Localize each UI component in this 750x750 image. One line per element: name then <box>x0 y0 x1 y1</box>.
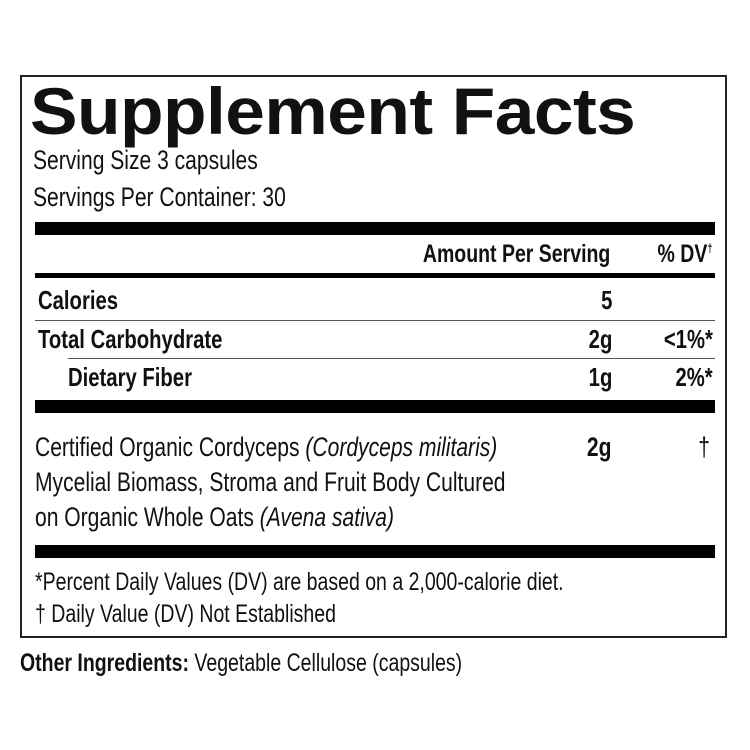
row-fiber-name: Dietary Fiber <box>68 362 192 392</box>
ingredient-line-3: on Organic Whole Oats (Avena sativa) <box>35 504 394 531</box>
thin-divider <box>35 320 715 321</box>
thick-divider <box>35 400 715 413</box>
thin-divider <box>68 358 715 359</box>
ingredient-amount: 2g <box>587 432 612 462</box>
other-ingredients-label: Other Ingredients: <box>20 649 190 677</box>
row-carb-name: Total Carbohydrate <box>38 324 223 354</box>
thick-divider <box>35 222 715 235</box>
other-ingredients-value: Vegetable Cellulose (capsules) <box>189 649 463 677</box>
ingredient-line-2: Mycelial Biomass, Stroma and Fruit Body … <box>35 467 506 497</box>
servings-per-container: Servings Per Container: 30 <box>33 182 286 212</box>
dv-header-text: % DV <box>657 240 708 268</box>
substrate-latin-name: (Avena sativa) <box>259 502 394 532</box>
row-calories-amount: 5 <box>600 285 612 315</box>
footnote-dagger: † Daily Value (DV) Not Established <box>35 600 336 628</box>
ingredient-dv: † <box>698 432 710 462</box>
row-calories-name: Calories <box>38 285 119 315</box>
other-ingredients: Other Ingredients: Vegetable Cellulose (… <box>20 651 462 676</box>
serving-size: Serving Size 3 capsules <box>33 145 258 175</box>
row-carb-dv: <1%* <box>663 324 713 354</box>
ingredient-latin-name: (Cordyceps militaris) <box>305 432 498 462</box>
row-fiber-dv: 2%* <box>675 362 713 392</box>
thick-divider <box>35 545 715 558</box>
footnote-dv: *Percent Daily Values (DV) are based on … <box>35 568 564 596</box>
row-carb-amount: 2g <box>588 324 612 354</box>
dagger-mark: † <box>707 241 713 256</box>
ingredient-line-1: Certified Organic Cordyceps (Cordyceps m… <box>35 434 497 461</box>
row-fiber-amount: 1g <box>588 362 612 392</box>
panel-title: Supplement Facts <box>30 74 636 148</box>
dv-header: % DV† <box>658 242 713 267</box>
medium-divider <box>35 273 715 278</box>
ingredient-name: Certified Organic Cordyceps <box>35 432 306 462</box>
ingredient-substrate: on Organic Whole Oats <box>35 502 260 532</box>
supplement-facts-panel <box>20 75 727 638</box>
amount-per-serving-header: Amount Per Serving <box>422 240 610 268</box>
